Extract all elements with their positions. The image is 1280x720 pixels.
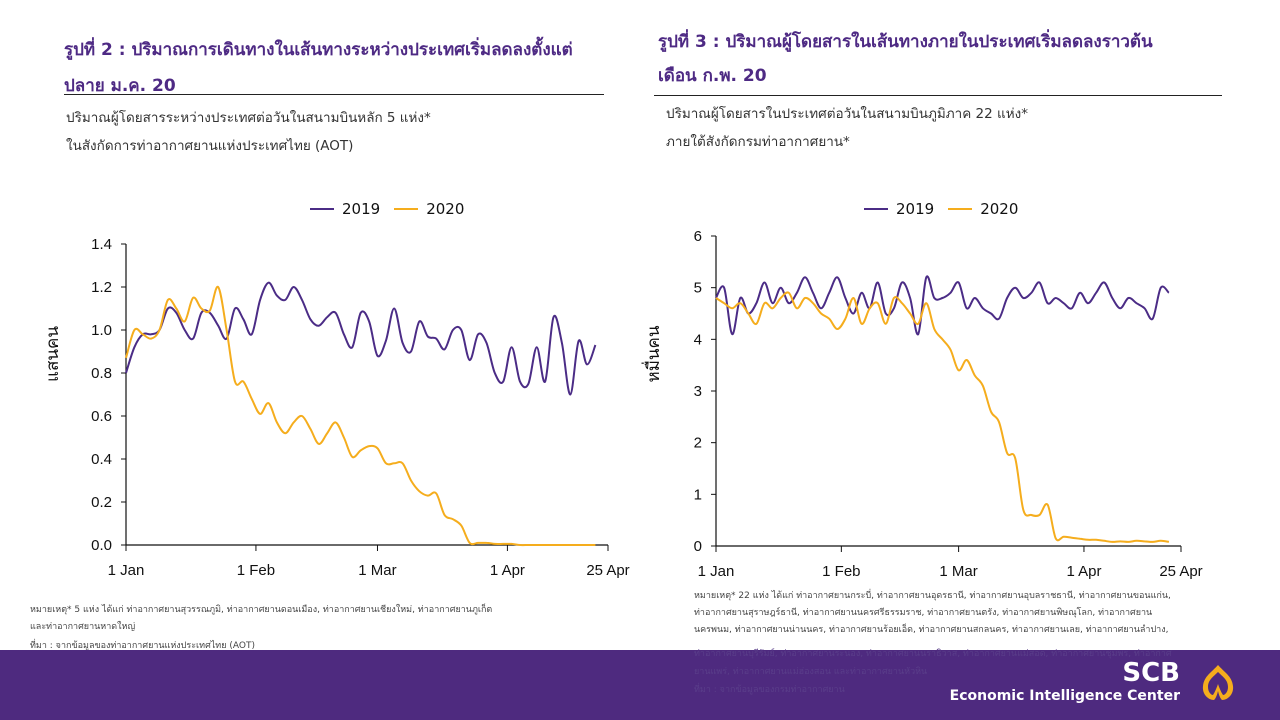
left-subtitle-line2: ในสังกัดการท่าอากาศยานแห่งประเทศไทย (AOT…	[66, 138, 354, 154]
right-x-tick-label: 1 Jan	[698, 563, 735, 580]
right-y-tick-label: 4	[694, 331, 702, 348]
footer-band	[0, 650, 1280, 720]
right-y-tick-label: 6	[694, 228, 702, 245]
right-note-line1: หมายเหตุ* 22 แห่ง ได้แก่ ท่าอากาศยานกระบ…	[694, 591, 1171, 601]
right-chart: 0 1 2 3 4 5 6 1 Jan 1 Feb 1 Mar 1 Apr 25 Apr หมื่นคน	[641, 228, 1203, 580]
left-x-tick-label: 25 Apr	[586, 562, 629, 579]
legend-item-2020: 2020	[948, 200, 1018, 218]
legend-label-2020: 2020	[426, 200, 465, 218]
right-y-tick-label: 5	[694, 280, 702, 297]
right-subtitle-line1: ปริมาณผู้โดยสารในประเทศต่อวันในสนามบินภู…	[666, 106, 1028, 122]
brand-tagline: Economic Intelligence Center	[949, 688, 1180, 704]
left-y-tick-label: 0.6	[91, 408, 112, 425]
left-figure-title-line1: รูปที่ 2 : ปริมาณการเดินทางในเส้นทางระหว…	[64, 40, 573, 60]
left-note-line2: และท่าอากาศยานหาดใหญ่	[30, 622, 136, 632]
legend-label-2019: 2019	[342, 200, 381, 218]
right-series-2019	[715, 275, 1170, 336]
left-y-tick-label: 0.2	[91, 494, 112, 511]
right-subtitle-line2: ภายใต้สังกัดกรมท่าอากาศยาน*	[666, 134, 850, 150]
right-note-line4: ท่าอากาศยานบุรีรัมย์, ท่าอากาศยานระนอง, …	[694, 649, 1172, 659]
right-y-axis-label: หมื่นคน	[641, 325, 664, 382]
left-source: ที่มา : จากข้อมูลของท่าอากาศยานแห่งประเท…	[30, 641, 255, 651]
legend-swatch-2019	[864, 208, 888, 210]
brand-block: SCB Economic Intelligence Center	[950, 660, 1180, 706]
legend-item-2019: 2019	[310, 200, 380, 218]
left-title-divider	[64, 94, 604, 95]
left-x-tick-label: 1 Feb	[237, 562, 275, 579]
left-figure-panel: รูปที่ 2 : ปริมาณการเดินทางในเส้นทางระหว…	[0, 0, 620, 720]
left-note-line1: หมายเหตุ* 5 แห่ง ได้แก่ ท่าอากาศยานสุวรร…	[30, 605, 493, 615]
right-x-tick-label: 1 Mar	[939, 563, 977, 580]
legend-swatch-2020	[948, 208, 973, 210]
right-y-tick-label: 2	[694, 435, 702, 452]
left-x-tick-label: 1 Mar	[358, 562, 396, 579]
legend-label-2019: 2019	[896, 200, 935, 218]
legend-item-2020: 2020	[394, 200, 464, 218]
left-x-tick-label: 1 Jan	[108, 562, 145, 579]
left-y-tick-label: 1.2	[91, 279, 112, 296]
right-note-line2: ท่าอากาศยานสุราษฎร์ธานี, ท่าอากาศยานนครศ…	[694, 608, 1153, 618]
right-figure-title-line2: เดือน ก.พ. 20	[658, 66, 767, 86]
legend-item-2019: 2019	[864, 200, 934, 218]
left-y-tick-label: 0.4	[91, 451, 112, 468]
right-y-tick-label: 3	[694, 383, 702, 400]
left-series-2020	[125, 285, 596, 547]
left-chart: 0.0 0.2 0.4 0.6 0.8 1.0 1.2 1.4 1 Jan 1 Feb 1 Mar 1…	[43, 236, 630, 579]
right-note-line5: ยานแพร่, ท่าอากาศยานแม่ฮ่องสอน และท่าอาก…	[694, 667, 928, 677]
left-y-axis-label: แสนคน	[43, 326, 63, 382]
legend-swatch-2019	[310, 208, 334, 210]
right-series-2020	[715, 291, 1170, 543]
scb-bodhi-leaf-icon	[1202, 665, 1234, 700]
right-figure-panel: รูปที่ 3 : ปริมาณผู้โดยสารในเส้นทางภายใน…	[640, 0, 1260, 720]
legend-swatch-2020	[394, 208, 419, 210]
left-y-tick-label: 1.4	[91, 236, 112, 253]
right-x-tick-label: 25 Apr	[1159, 563, 1202, 580]
right-x-tick-label: 1 Feb	[822, 563, 860, 580]
right-note-line3: นครพนม, ท่าอากาศยานน่านนคร, ท่าอากาศยานร…	[694, 625, 1169, 635]
left-x-tick-label: 1 Apr	[490, 562, 525, 579]
left-figure-title-line2: ปลาย ม.ค. 20	[64, 76, 176, 96]
brand-name: SCB	[1122, 658, 1180, 688]
right-source: ที่มา : จากข้อมูลของกรมท่าอากาศยาน	[694, 685, 845, 695]
right-y-tick-label: 1	[694, 486, 702, 503]
right-title-divider	[654, 95, 1222, 96]
right-y-tick-label: 0	[694, 538, 702, 555]
right-figure-title-line1: รูปที่ 3 : ปริมาณผู้โดยสารในเส้นทางภายใน…	[658, 32, 1153, 52]
right-chart-legend: 2019 2020	[864, 200, 1024, 218]
left-chart-legend: 2019 2020	[310, 200, 470, 218]
left-y-tick-label: 1.0	[91, 322, 112, 339]
left-y-tick-label: 0.8	[91, 365, 112, 382]
left-subtitle-line1: ปริมาณผู้โดยสารระหว่างประเทศต่อวันในสนาม…	[66, 110, 431, 126]
right-x-tick-label: 1 Apr	[1066, 563, 1101, 580]
legend-label-2020: 2020	[980, 200, 1019, 218]
left-y-tick-label: 0.0	[91, 537, 112, 554]
